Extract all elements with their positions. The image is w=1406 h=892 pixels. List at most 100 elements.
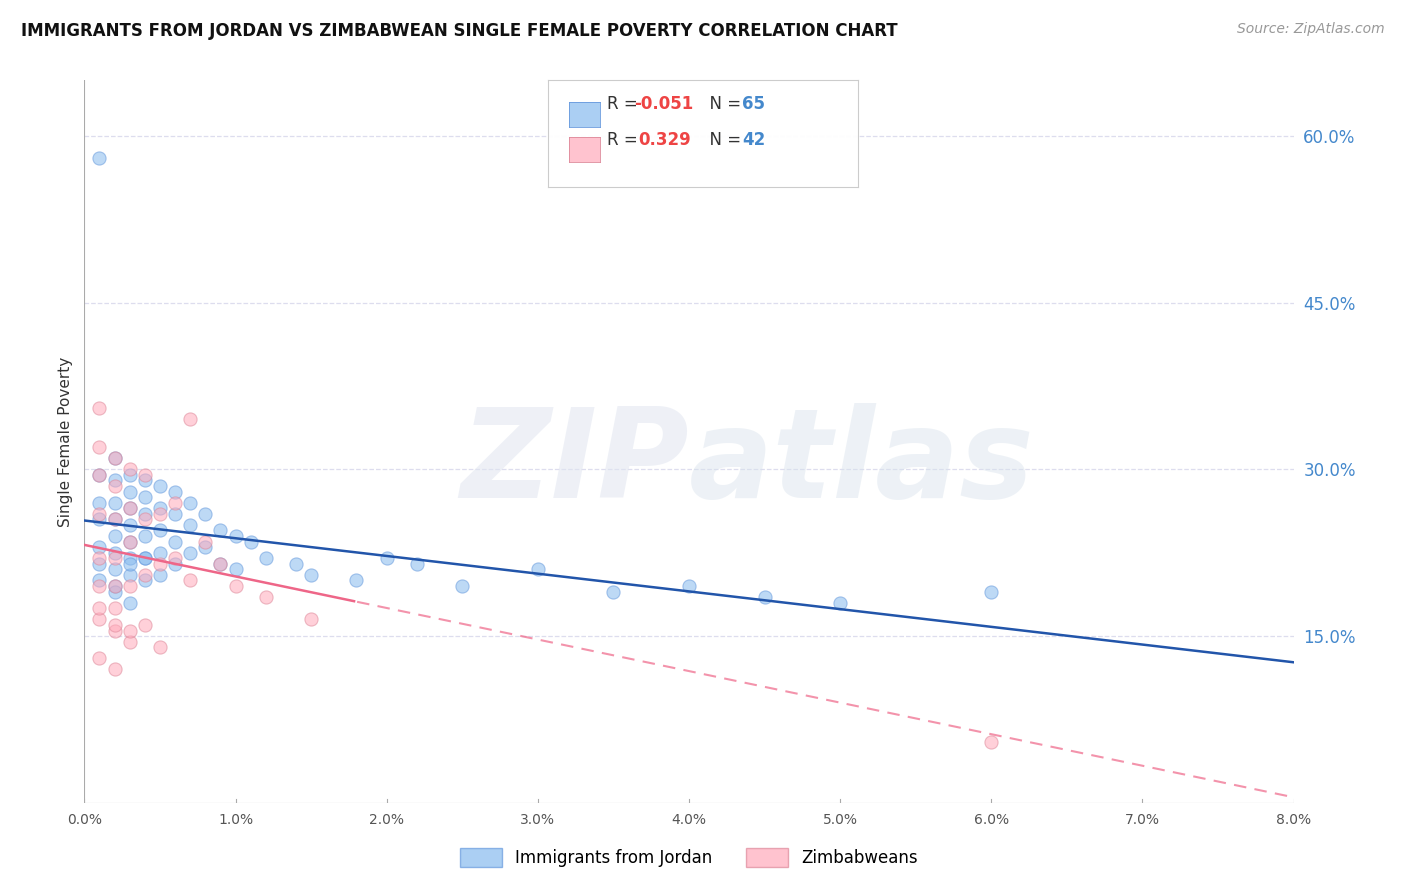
Text: ZIP: ZIP	[460, 402, 689, 524]
Point	[299, 568, 322, 582]
Point	[104, 618, 127, 632]
Point	[165, 484, 187, 499]
Point	[285, 557, 308, 571]
Point	[375, 551, 398, 566]
Point	[194, 507, 217, 521]
Point	[104, 479, 127, 493]
Point	[118, 551, 141, 566]
Point	[678, 579, 700, 593]
Text: N =: N =	[699, 95, 747, 113]
Point	[134, 490, 156, 504]
Text: -0.051: -0.051	[634, 95, 693, 113]
Point	[118, 568, 141, 582]
Point	[118, 624, 141, 638]
Point	[118, 557, 141, 571]
Point	[104, 451, 127, 466]
Point	[104, 496, 127, 510]
Point	[134, 618, 156, 632]
Point	[89, 151, 111, 165]
Text: 42: 42	[742, 131, 766, 149]
Point	[118, 501, 141, 516]
Point	[980, 734, 1002, 748]
Point	[118, 596, 141, 610]
Point	[194, 534, 217, 549]
Text: 0.329: 0.329	[638, 131, 692, 149]
Point	[754, 590, 776, 604]
Point	[89, 496, 111, 510]
Text: N =: N =	[699, 131, 747, 149]
Point	[179, 412, 201, 426]
Point	[149, 501, 172, 516]
Point	[527, 562, 550, 576]
Point	[179, 546, 201, 560]
Point	[89, 579, 111, 593]
Point	[134, 568, 156, 582]
Point	[134, 512, 156, 526]
Point	[89, 551, 111, 566]
Point	[165, 496, 187, 510]
Point	[830, 596, 852, 610]
Point	[104, 551, 127, 566]
Text: atlas: atlas	[689, 402, 1035, 524]
Point	[89, 557, 111, 571]
Point	[89, 651, 111, 665]
Point	[104, 474, 127, 488]
Point	[104, 512, 127, 526]
Point	[104, 584, 127, 599]
Point	[89, 440, 111, 454]
Point	[104, 512, 127, 526]
Point	[149, 568, 172, 582]
Point	[104, 662, 127, 676]
Point	[225, 562, 247, 576]
Point	[104, 451, 127, 466]
Point	[225, 579, 247, 593]
Point	[104, 601, 127, 615]
Point	[104, 579, 127, 593]
Point	[118, 484, 141, 499]
Point	[254, 590, 277, 604]
Point	[104, 546, 127, 560]
Point	[149, 507, 172, 521]
Point	[118, 462, 141, 476]
Point	[89, 467, 111, 482]
Point	[165, 507, 187, 521]
Point	[602, 584, 624, 599]
Point	[165, 534, 187, 549]
Text: Source: ZipAtlas.com: Source: ZipAtlas.com	[1237, 22, 1385, 37]
Point	[89, 601, 111, 615]
Point	[179, 496, 201, 510]
Point	[104, 624, 127, 638]
Point	[118, 517, 141, 532]
Point	[104, 529, 127, 543]
Point	[104, 579, 127, 593]
Point	[89, 401, 111, 416]
Point	[134, 467, 156, 482]
Point	[89, 507, 111, 521]
Point	[149, 640, 172, 655]
Point	[89, 574, 111, 588]
Text: R =: R =	[607, 95, 644, 113]
Point	[89, 467, 111, 482]
Point	[134, 551, 156, 566]
Point	[118, 579, 141, 593]
Point	[134, 574, 156, 588]
Point	[165, 557, 187, 571]
Point	[118, 534, 141, 549]
Point	[149, 557, 172, 571]
Point	[134, 551, 156, 566]
Point	[179, 574, 201, 588]
Point	[118, 534, 141, 549]
Point	[118, 634, 141, 648]
Point	[451, 579, 474, 593]
Point	[149, 524, 172, 538]
Point	[980, 584, 1002, 599]
Point	[254, 551, 277, 566]
Point	[346, 574, 368, 588]
Point	[225, 529, 247, 543]
Point	[118, 467, 141, 482]
Point	[89, 512, 111, 526]
Legend: Immigrants from Jordan, Zimbabweans: Immigrants from Jordan, Zimbabweans	[454, 841, 924, 874]
Point	[118, 501, 141, 516]
Point	[194, 540, 217, 554]
Point	[104, 562, 127, 576]
